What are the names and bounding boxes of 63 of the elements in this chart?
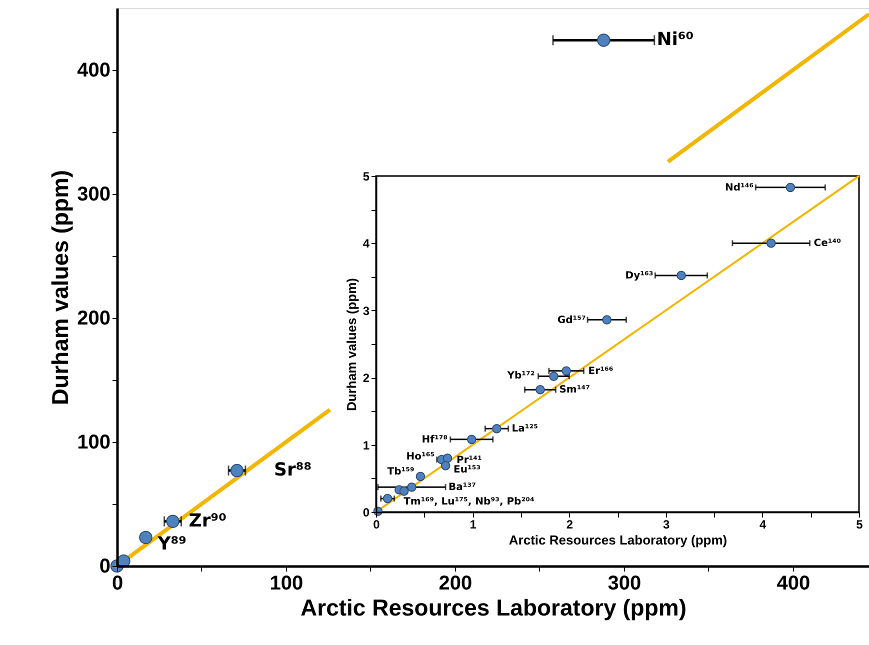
- y-axis-title: Durham values (ppm): [47, 170, 74, 406]
- point: [442, 454, 452, 463]
- y-tick-label: 300: [77, 184, 110, 206]
- annotation: Ho¹⁶⁵: [406, 452, 435, 463]
- point: [549, 372, 558, 381]
- y-tick-label: 400: [77, 60, 110, 82]
- y-tick-label: 3: [362, 304, 370, 318]
- point: [166, 514, 180, 528]
- point: [399, 486, 409, 496]
- point: [416, 472, 426, 482]
- annotation: Hf¹⁷⁸: [422, 434, 448, 446]
- x-axis-title: Arctic Resources Laboratory (ppm): [300, 594, 686, 620]
- annotation: Pr¹⁴¹: [456, 455, 482, 466]
- annotation: Nd¹⁴⁶: [724, 182, 754, 194]
- point: [407, 482, 416, 492]
- y-tick-label: 4: [362, 236, 370, 251]
- y-tick-label: 0: [99, 556, 110, 578]
- point: [676, 270, 686, 280]
- x-tick-label: 1: [470, 518, 477, 532]
- y-axis-title: Durham values (ppm): [344, 278, 359, 411]
- y-tick-label: 1: [362, 438, 370, 452]
- x-tick-label: 4: [760, 518, 767, 532]
- y-tick-label: 0: [362, 506, 370, 520]
- point: [602, 315, 612, 324]
- annotation: Gd¹⁵⁷: [557, 314, 586, 326]
- x-tick-label: 200: [438, 572, 472, 594]
- annotation: Ni⁶⁰: [656, 29, 694, 50]
- x-tick-label: 100: [270, 572, 304, 594]
- annotation: Ce¹⁴⁰: [814, 238, 841, 250]
- point: [786, 182, 796, 192]
- point: [766, 238, 776, 248]
- annotation: Dy¹⁶³: [625, 270, 654, 282]
- point: [562, 366, 571, 376]
- annotation: Ba¹³⁷: [448, 482, 476, 494]
- x-axis-title: Arctic Resources Laboratory (ppm): [508, 532, 728, 548]
- annotation: La¹²⁵: [512, 424, 538, 435]
- annotation: Yb¹⁷²: [506, 370, 535, 382]
- point: [230, 464, 244, 478]
- point: [536, 385, 545, 394]
- annotation: Y⁸⁹: [156, 533, 187, 554]
- y-tick-label: 200: [77, 308, 110, 330]
- x-tick-label: 3: [662, 518, 670, 532]
- point: [440, 460, 450, 470]
- x-tick-label: 400: [776, 572, 810, 594]
- x-tick-label: 5: [856, 518, 864, 532]
- x-tick-label: 2: [566, 518, 574, 532]
- annotation: Eu¹⁵³: [454, 464, 481, 476]
- y-tick-label: 5: [362, 170, 370, 184]
- annotation: Tm¹⁶⁹, Lu¹⁷⁵, Nb⁹³, Pb²⁰⁴: [404, 496, 534, 508]
- annotation: Sr⁸⁸: [274, 460, 312, 481]
- x-tick-label: 300: [608, 572, 642, 594]
- y-tick-label: 100: [77, 432, 110, 454]
- annotation: Er¹⁶⁶: [588, 366, 614, 377]
- point: [597, 34, 610, 47]
- annotation: Tb¹⁵⁹: [387, 466, 414, 478]
- y-tick-label: 2: [362, 371, 370, 386]
- point: [492, 424, 502, 434]
- annotation: Zr⁹⁰: [188, 510, 227, 532]
- point: [466, 434, 476, 444]
- x-tick-label: 0: [373, 518, 380, 532]
- annotation: Sm¹⁴⁷: [559, 384, 590, 396]
- point: [139, 530, 152, 544]
- point: [382, 494, 392, 504]
